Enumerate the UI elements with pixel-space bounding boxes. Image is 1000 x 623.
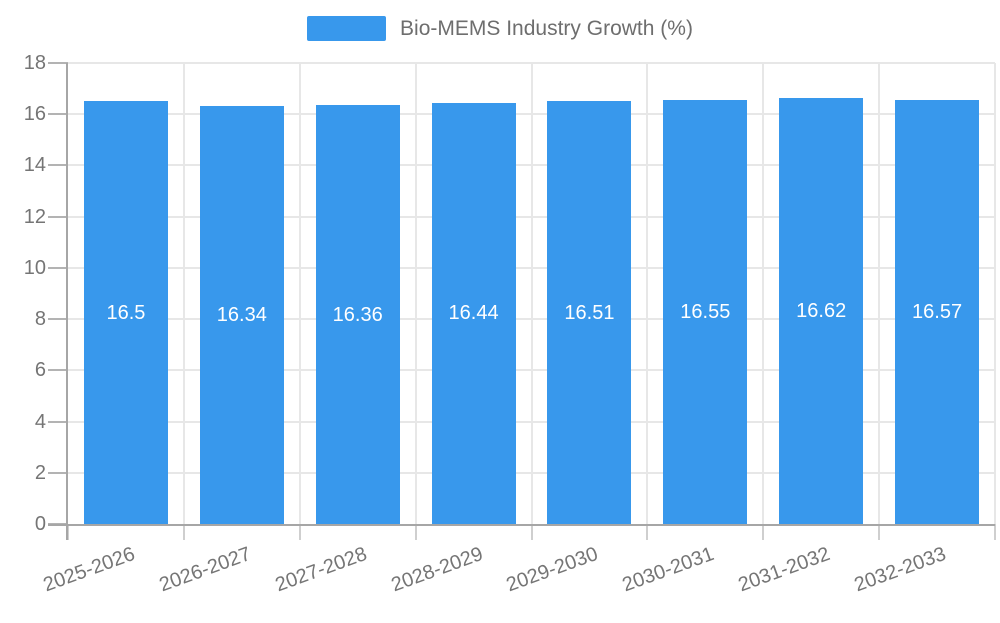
legend-swatch — [307, 16, 387, 41]
y-axis-tick — [48, 318, 68, 321]
bar-value-label: 16.44 — [448, 302, 499, 325]
bar-value-label: 16.34 — [216, 303, 267, 326]
x-gridline — [414, 63, 417, 524]
bar[interactable] — [431, 102, 516, 524]
y-axis-tick-label: 18 — [23, 52, 46, 74]
x-axis-tick — [67, 524, 69, 540]
bar[interactable] — [199, 105, 284, 524]
y-axis-tick-label: 16 — [23, 103, 46, 126]
x-axis-tick — [414, 524, 417, 540]
bar[interactable] — [83, 101, 168, 524]
bar[interactable] — [663, 100, 748, 524]
legend-item[interactable]: Bio-MEMS Industry Growth (%) — [0, 16, 1000, 41]
y-axis-tick-label: 4 — [34, 410, 46, 433]
y-axis-tick — [48, 369, 68, 372]
y-axis-tick — [48, 215, 68, 218]
y-axis-tick — [48, 62, 68, 64]
y-axis-tick-label: 8 — [34, 308, 46, 331]
x-gridline — [298, 63, 301, 524]
bar[interactable] — [895, 99, 980, 524]
bar[interactable] — [315, 105, 400, 524]
y-axis-tick-label: 10 — [23, 256, 46, 279]
y-axis-tick-label: 12 — [23, 205, 46, 228]
x-axis-tick — [530, 524, 533, 540]
y-axis-tick — [48, 266, 68, 269]
x-gridline — [994, 63, 996, 524]
x-gridline — [182, 63, 185, 524]
x-axis-tick — [646, 524, 649, 540]
x-axis-tick — [182, 524, 185, 540]
x-axis-tick — [762, 524, 765, 540]
x-axis-tick — [994, 524, 996, 540]
y-axis-tick-label: 6 — [34, 359, 46, 382]
y-axis-tick — [48, 113, 68, 116]
plot-area: 0 2 4 6 8 10 12 14 16 18 16.5 16.34 16.36 16.44 16.51 1… — [23, 52, 996, 596]
bar-value-label: 16.36 — [332, 303, 383, 326]
bar[interactable] — [779, 98, 864, 524]
y-axis-tick-label: 14 — [23, 154, 46, 177]
x-axis-tick — [298, 524, 301, 540]
x-axis-line — [48, 524, 995, 526]
bar-value-label: 16.57 — [912, 300, 963, 323]
bar-value-label: 16.5 — [106, 301, 146, 324]
bar-value-label: 16.51 — [564, 301, 615, 324]
y-axis-tick — [48, 471, 68, 474]
bar-chart: Bio-MEMS Industry Growth (%) 0 2 4 6 8 10 12 14… — [0, 16, 1000, 596]
x-axis-tick — [878, 524, 881, 540]
bar-value-label: 16.62 — [796, 300, 847, 323]
bar-value-label: 16.55 — [680, 301, 731, 324]
x-gridline — [530, 63, 533, 524]
x-gridline — [762, 63, 765, 524]
y-axis-line — [66, 63, 68, 540]
x-gridline — [878, 63, 881, 524]
y-axis-tick — [48, 420, 68, 423]
bar[interactable] — [547, 101, 632, 524]
x-gridline — [646, 63, 649, 524]
y-axis-tick-label: 2 — [34, 461, 46, 484]
legend-label: Bio-MEMS Industry Growth (%) — [400, 16, 693, 40]
y-axis-tick-label: 0 — [34, 513, 46, 535]
y-axis-tick — [48, 164, 68, 167]
